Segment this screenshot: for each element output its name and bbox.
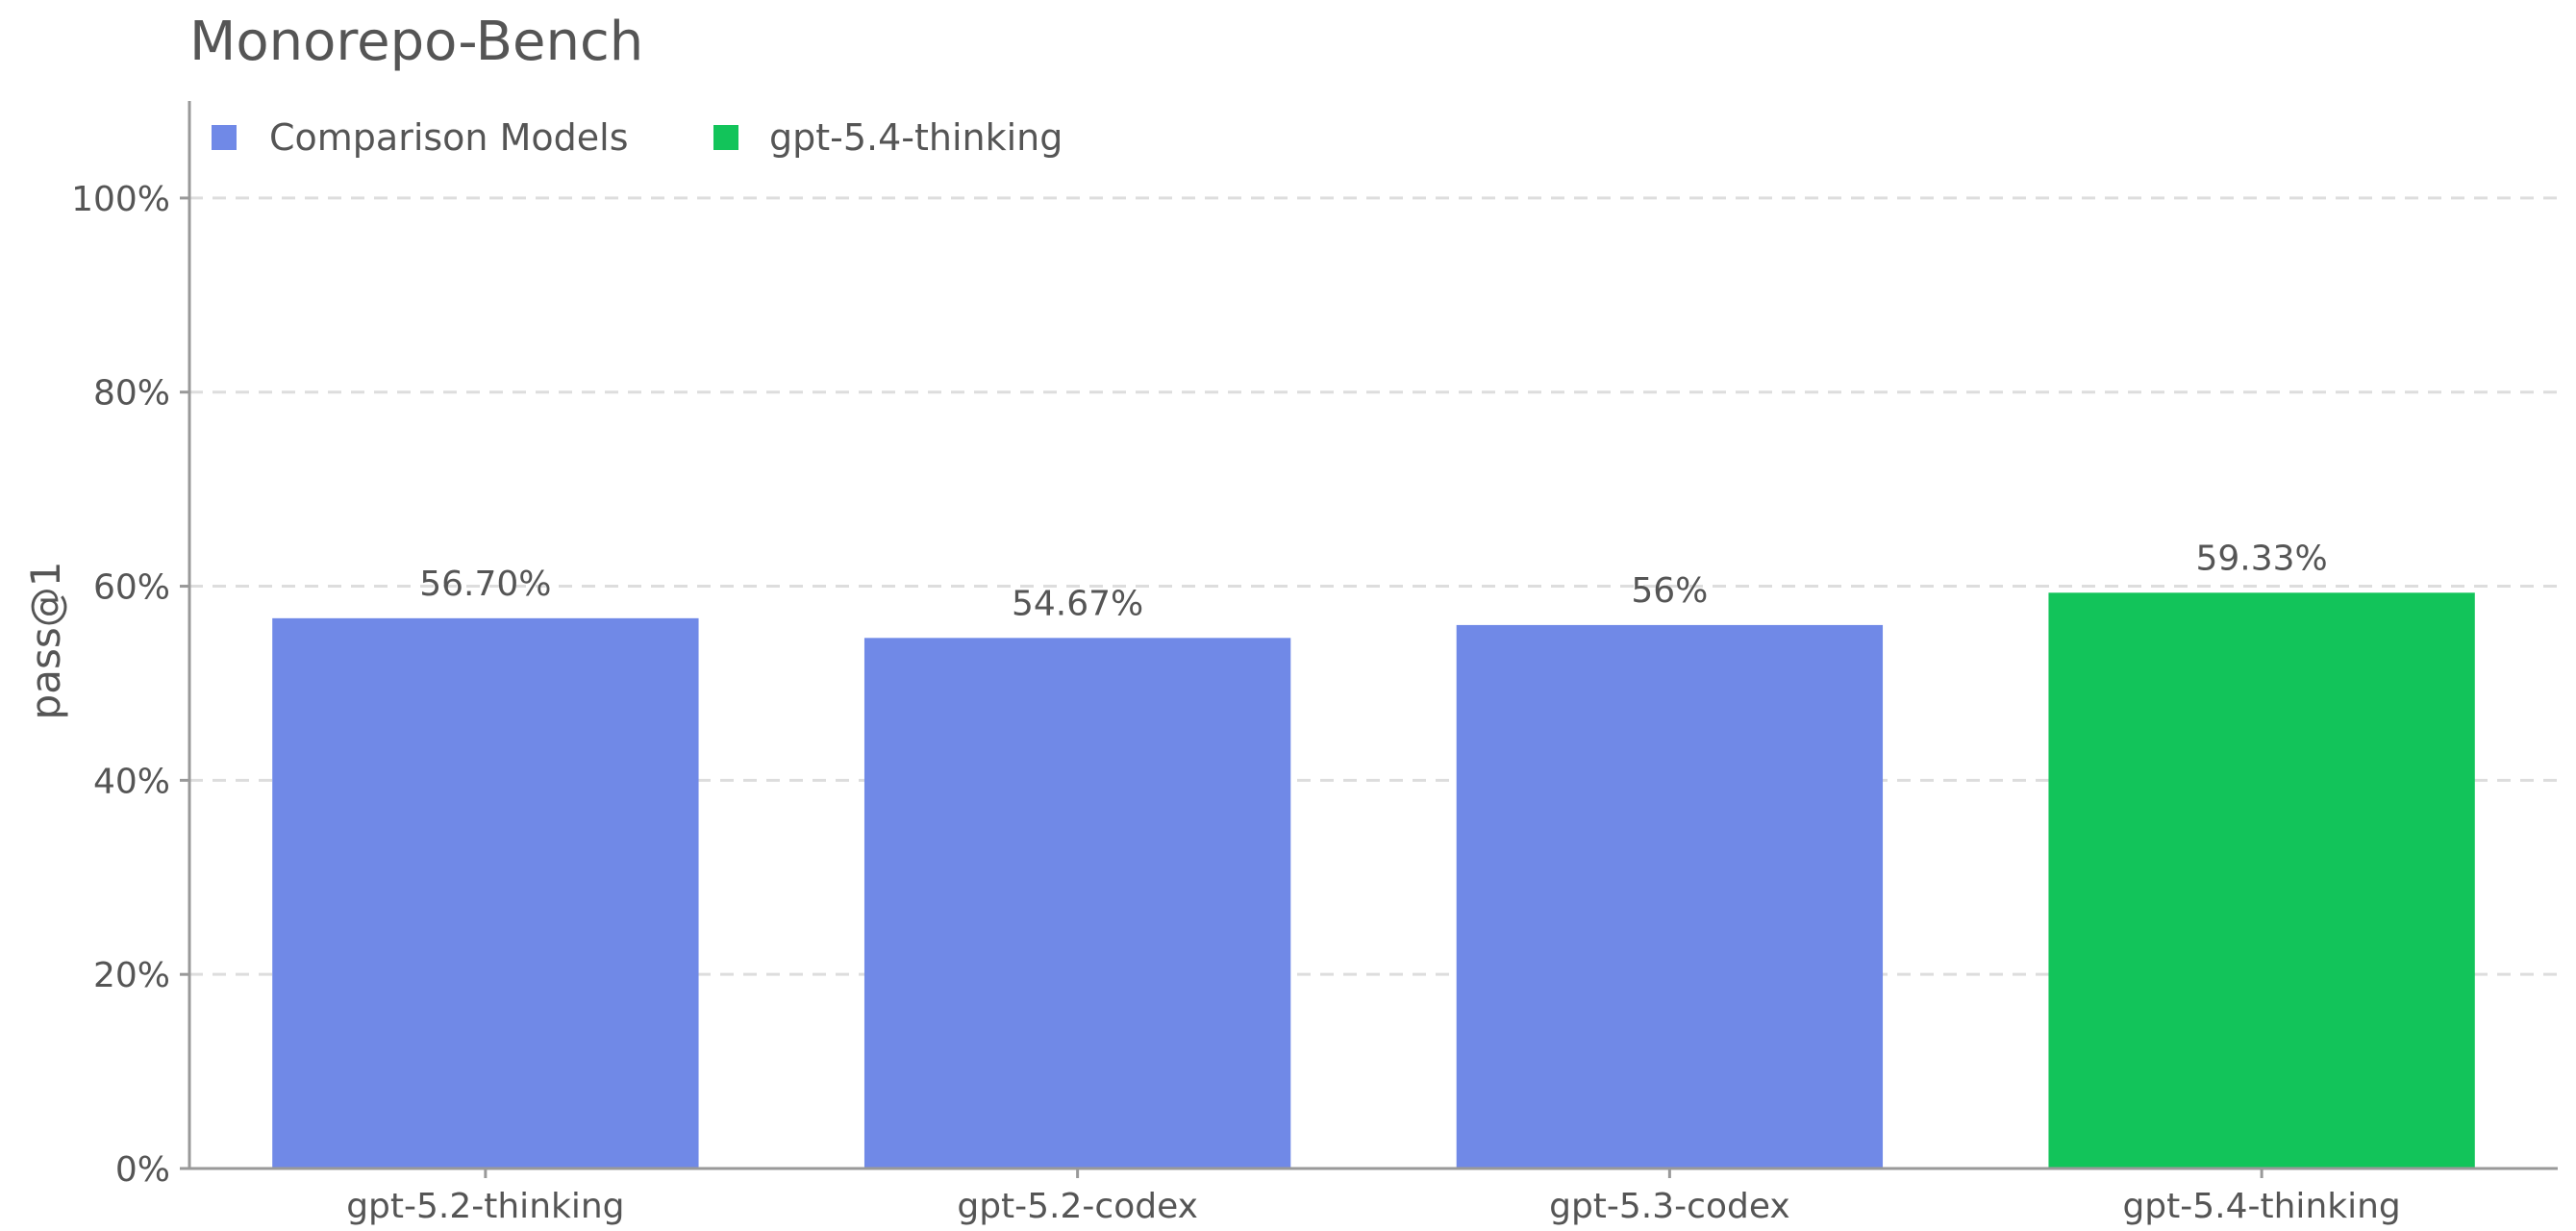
y-tick-label: 60% bbox=[93, 568, 170, 608]
bars bbox=[272, 592, 2475, 1168]
y-axis-title: pass@1 bbox=[22, 562, 69, 720]
legend: Comparison Models gpt-5.4-thinking bbox=[212, 116, 1063, 159]
legend-swatch bbox=[713, 125, 738, 150]
x-tick-label: gpt-5.2-thinking bbox=[346, 1187, 624, 1226]
legend-label: Comparison Models bbox=[269, 116, 629, 159]
x-tick-label: gpt-5.4-thinking bbox=[2122, 1187, 2400, 1226]
axes bbox=[188, 101, 2558, 1170]
data-labels: 56.70% 54.67% 56% 59.33% bbox=[419, 539, 2328, 623]
x-tick-label: gpt-5.3-codex bbox=[1549, 1187, 1790, 1226]
legend-swatch bbox=[212, 125, 237, 150]
y-tick-label: 40% bbox=[93, 762, 170, 801]
bar bbox=[2048, 592, 2475, 1168]
y-tick-label: 80% bbox=[93, 374, 170, 414]
y-tick-label: 20% bbox=[93, 956, 170, 995]
bar bbox=[863, 638, 1291, 1168]
data-label: 54.67% bbox=[1012, 584, 1143, 623]
y-tick-label: 0% bbox=[115, 1150, 170, 1190]
bar bbox=[272, 617, 699, 1168]
x-axis-ticks: gpt-5.2-thinking gpt-5.2-codex gpt-5.3-cod… bbox=[346, 1168, 2401, 1226]
bar bbox=[1456, 624, 1884, 1168]
y-tick-label: 100% bbox=[71, 180, 170, 219]
legend-label: gpt-5.4-thinking bbox=[769, 116, 1063, 159]
data-label: 56.70% bbox=[419, 565, 551, 604]
data-label: 56% bbox=[1631, 571, 1708, 611]
x-tick-label: gpt-5.2-codex bbox=[957, 1187, 1198, 1226]
y-axis-ticks: 0% 20% 40% 60% 80% 100% bbox=[71, 180, 189, 1190]
data-label: 59.33% bbox=[2195, 539, 2327, 578]
chart-title: Monorepo-Bench bbox=[189, 11, 643, 73]
